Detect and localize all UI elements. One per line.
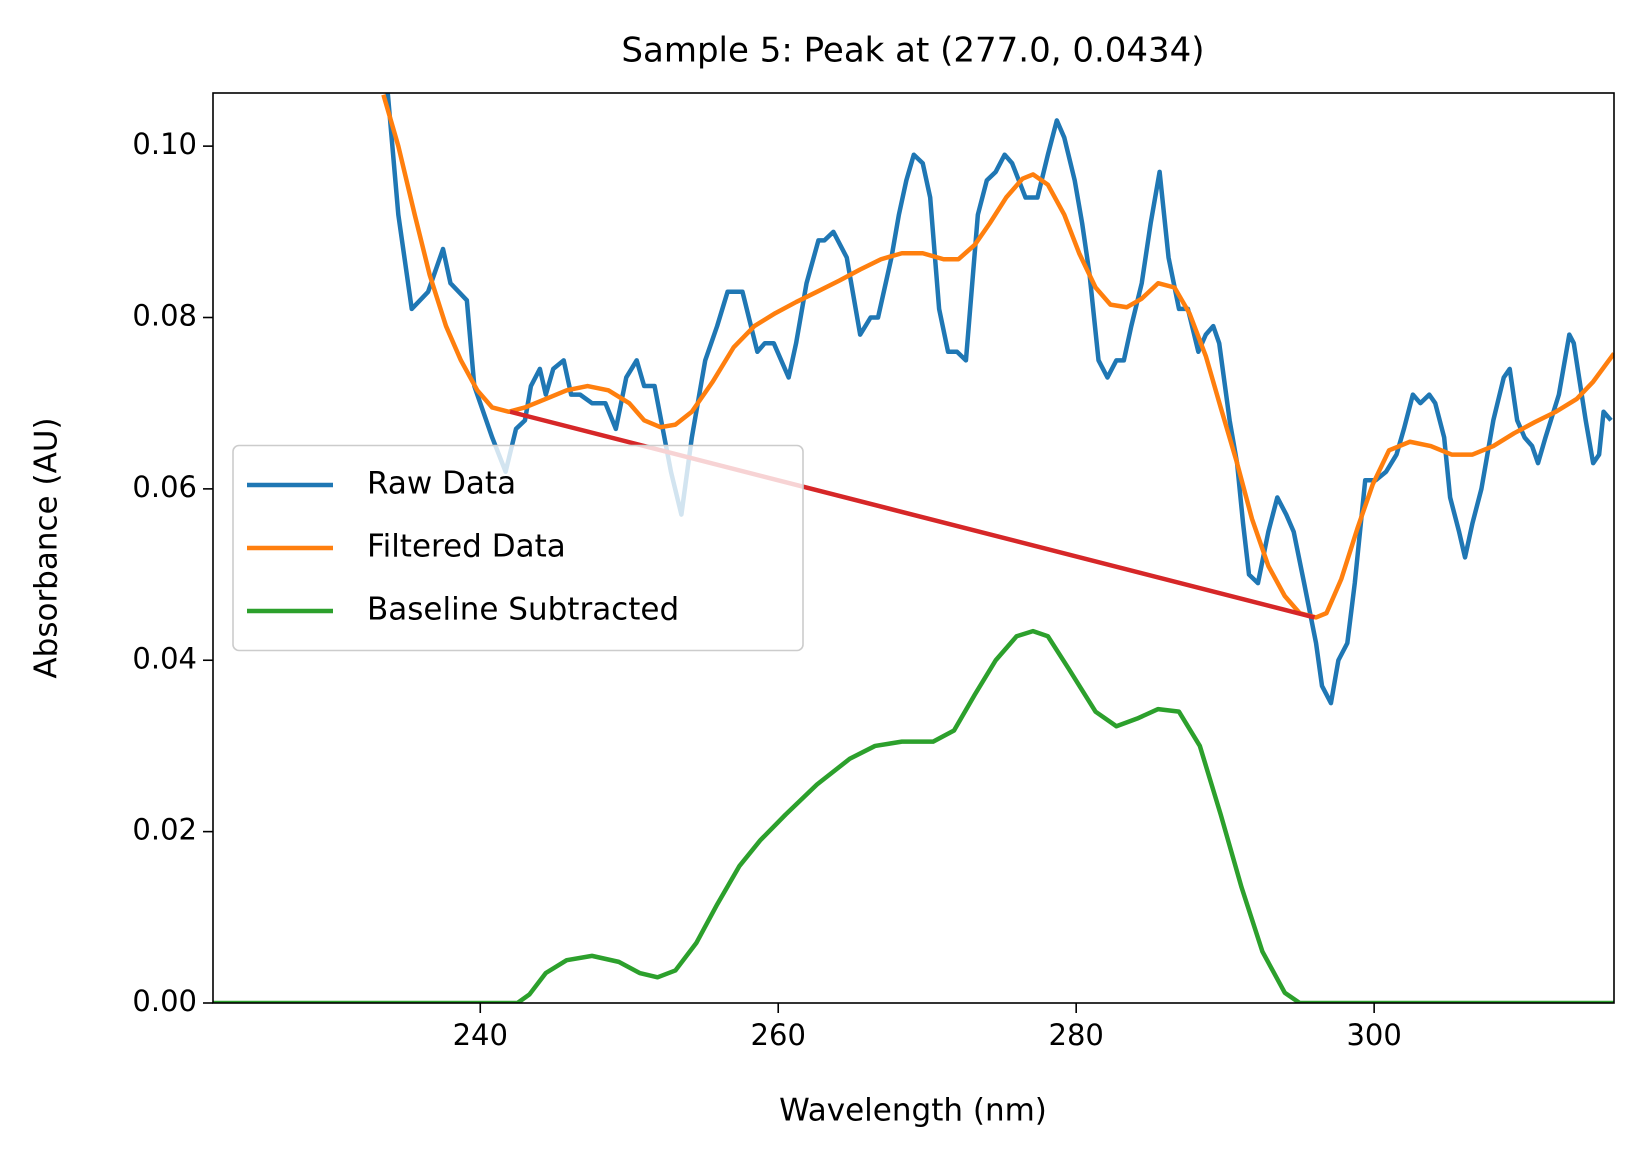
data-line (213, 628, 1614, 1003)
data-line (385, 93, 1613, 706)
chart-title: Sample 5: Peak at (277.0, 0.0434) (621, 31, 1204, 71)
legend-label: Filtered Data (367, 529, 566, 565)
legend-label: Raw Data (367, 466, 516, 502)
y-tick-label: 0.10 (132, 127, 197, 161)
legend-box (232, 444, 804, 652)
y-tick-label: 0.02 (132, 813, 197, 847)
data-line (381, 94, 1614, 620)
y-tick-label: 0.00 (132, 984, 197, 1018)
y-tick-label: 0.06 (132, 470, 197, 504)
y-axis-label: Absorbance (AU) (29, 417, 65, 678)
x-tick-label: 260 (751, 1018, 806, 1052)
x-axis-label: Wavelength (nm) (779, 1093, 1047, 1129)
legend: Raw Data Filtered Data Baseline Subtracted (232, 444, 804, 652)
axes-frame (212, 92, 1615, 1004)
y-tick-label: 0.04 (132, 641, 197, 675)
x-tick-label: 240 (453, 1018, 508, 1052)
y-tick-label: 0.08 (132, 299, 197, 333)
x-tick-label: 300 (1346, 1018, 1401, 1052)
legend-label: Baseline Subtracted (367, 592, 679, 628)
x-tick-label: 280 (1049, 1018, 1104, 1052)
